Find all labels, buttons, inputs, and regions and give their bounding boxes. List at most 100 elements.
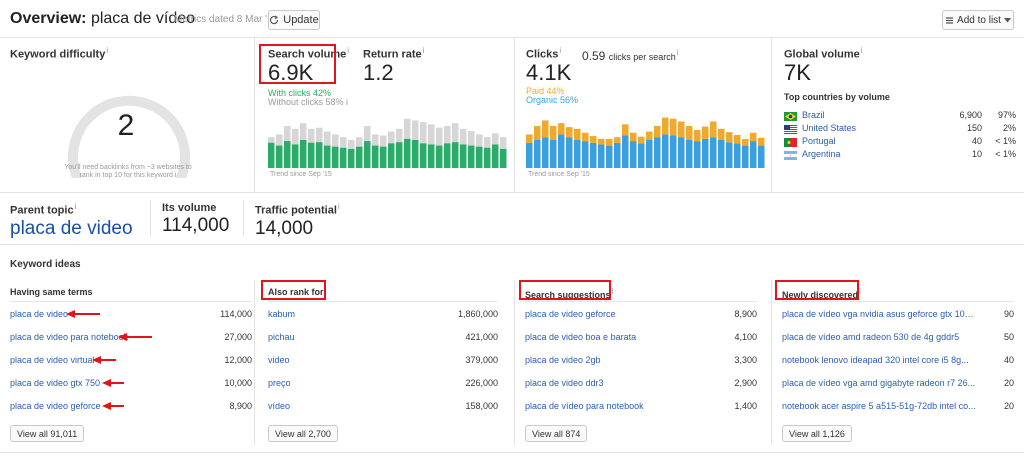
gauge-track: [68, 95, 190, 178]
info-icon[interactable]: i: [106, 46, 109, 55]
difficulty-value: 2: [118, 109, 135, 142]
chart-bar: [492, 144, 499, 168]
info-icon[interactable]: i: [347, 46, 350, 55]
chart-bar: [598, 144, 605, 168]
list-item[interactable]: placa de video 2gb 3,300: [525, 355, 757, 369]
keyword-volume: 8,900: [734, 309, 757, 319]
chart-bar: [316, 142, 323, 168]
list-item[interactable]: notebook lenovo ideapad 320 intel core i…: [782, 355, 1014, 369]
list-item[interactable]: placa de video virtual 12,000: [10, 355, 252, 369]
info-icon[interactable]: i: [422, 46, 425, 55]
list-item[interactable]: placa de video boa e barata 4,100: [525, 332, 757, 346]
united-states-flag-icon: [784, 125, 797, 134]
list-item[interactable]: placa de video ddr3 2,900: [525, 378, 757, 392]
chart-bar: [396, 142, 403, 168]
keyword-link[interactable]: preço: [268, 378, 291, 388]
keyword-link[interactable]: notebook lenovo ideapad 320 intel core i…: [782, 355, 969, 365]
list-item[interactable]: placa de video para notebook 27,000: [10, 332, 252, 346]
update-button[interactable]: Update: [268, 10, 320, 30]
country-name[interactable]: Argentina: [802, 149, 841, 159]
info-icon[interactable]: i: [346, 97, 349, 107]
keyword-link[interactable]: placa de video para notebook: [10, 332, 129, 342]
keyword-link[interactable]: placa de video virtual: [10, 355, 95, 365]
keyword-link[interactable]: placa de vídeo amd radeon 530 de 4g gddr…: [782, 332, 960, 342]
keyword-link[interactable]: placa de video 2gb: [525, 355, 601, 365]
view-all-button[interactable]: View all 91,011: [10, 425, 85, 442]
page-header: Overview: placa de vídeo Metrics dated 8…: [0, 0, 1024, 38]
country-row[interactable]: Portugal 40 < 1%: [784, 136, 1016, 149]
keyword-link[interactable]: placa de video ddr3: [525, 378, 604, 388]
country-name[interactable]: United States: [802, 123, 857, 133]
info-icon[interactable]: i: [611, 287, 614, 296]
view-all-button[interactable]: View all 1,126: [782, 425, 852, 442]
keyword-volume: 20: [1003, 401, 1014, 411]
return-rate-label: Return rate: [363, 48, 422, 61]
keyword-link[interactable]: placa de video boa e barata: [525, 332, 637, 342]
info-icon[interactable]: i: [174, 172, 177, 179]
view-all-button[interactable]: View all 2,700: [268, 425, 338, 442]
info-icon[interactable]: i: [559, 46, 562, 55]
keyword-link[interactable]: notebook acer aspire 5 a515-51g-72db int…: [782, 401, 976, 411]
chart-bar: [694, 141, 701, 168]
keyword-link[interactable]: kabum: [268, 309, 296, 319]
list-item[interactable]: placa de vídeo vga nvidia asus geforce g…: [782, 309, 1014, 323]
list-item[interactable]: placa de video geforce 8,900: [10, 401, 252, 415]
keyword-volume: 90: [1003, 309, 1014, 319]
list-item[interactable]: vídeo 158,000: [268, 401, 498, 415]
list-item[interactable]: pichau 421,000: [268, 332, 498, 346]
list-item[interactable]: placa de vídeo amd radeon 530 de 4g gddr…: [782, 332, 1014, 346]
annotation-arrow-icon: [102, 379, 124, 387]
country-row[interactable]: United States 150 2%: [784, 123, 1016, 136]
keyword-link[interactable]: placa de vídeo vga amd gigabyte radeon r…: [782, 378, 976, 388]
keyword-link[interactable]: placa de vídeo para notebook: [525, 401, 644, 411]
keyword-link[interactable]: video: [268, 355, 290, 365]
keyword-link[interactable]: placa de video geforce: [10, 401, 101, 411]
chart-bar: [364, 141, 371, 168]
keyword-link[interactable]: placa de video gtx 750: [10, 378, 101, 388]
country-volume: 6,900: [959, 110, 982, 120]
list-item[interactable]: placa de video geforce 8,900: [525, 309, 757, 323]
list-item[interactable]: placa de vídeo para notebook 1,400: [525, 401, 757, 415]
info-icon[interactable]: i: [860, 46, 863, 55]
country-row[interactable]: Argentina 10 < 1%: [784, 149, 1016, 162]
parent-topic-link[interactable]: placa de video: [10, 217, 133, 239]
chart-bar: [654, 126, 661, 138]
chart-bar: [702, 138, 709, 168]
chart-bar: [598, 138, 605, 145]
list-item[interactable]: video 379,000: [268, 355, 498, 369]
keyword-link[interactable]: vídeo: [268, 401, 291, 411]
search-volume-trend-label: Trend since Sep '15: [270, 171, 332, 178]
info-icon[interactable]: i: [74, 202, 77, 211]
chart-bar: [276, 145, 283, 168]
keyword-link[interactable]: placa de vídeo vga nvidia asus geforce g…: [782, 309, 977, 319]
keyword-link[interactable]: placa de video: [10, 309, 69, 319]
clicks-per-search: 0.59 clicks per searchi: [582, 48, 679, 63]
add-to-list-button[interactable]: Add to list: [942, 10, 1014, 30]
info-icon[interactable]: i: [859, 287, 861, 296]
country-name[interactable]: Portugal: [802, 136, 836, 146]
list-item[interactable]: placa de video gtx 750 10,000: [10, 378, 252, 392]
with-clicks-label: With clicks 42%: [268, 88, 332, 98]
list-item[interactable]: notebook acer aspire 5 a515-51g-72db int…: [782, 401, 1014, 415]
chart-bar: [742, 145, 749, 168]
info-icon[interactable]: i: [337, 202, 340, 211]
keyword-link[interactable]: pichau: [268, 332, 295, 342]
list-item[interactable]: kabum 1,860,000: [268, 309, 498, 323]
keyword-link[interactable]: placa de video geforce: [525, 309, 616, 319]
chart-bar: [550, 126, 557, 140]
chart-bar: [630, 132, 637, 142]
list-item[interactable]: preço 226,000: [268, 378, 498, 392]
list-item[interactable]: placa de video 114,000: [10, 309, 252, 323]
chart-bar: [332, 146, 339, 168]
annotation-arrow-icon: [92, 356, 116, 364]
view-all-button[interactable]: View all 874: [525, 425, 588, 442]
keyword-volume: 10,000: [224, 378, 252, 388]
chart-bar: [654, 137, 661, 168]
list-item[interactable]: placa de vídeo vga amd gigabyte radeon r…: [782, 378, 1014, 392]
country-name[interactable]: Brazil: [802, 110, 825, 120]
info-icon[interactable]: i: [676, 48, 679, 57]
search-volume-label-wrap: Search volumei: [268, 46, 349, 61]
country-row[interactable]: Brazil 6,900 97%: [784, 110, 1016, 123]
chart-bar: [452, 142, 459, 168]
chart-bar: [630, 141, 637, 168]
